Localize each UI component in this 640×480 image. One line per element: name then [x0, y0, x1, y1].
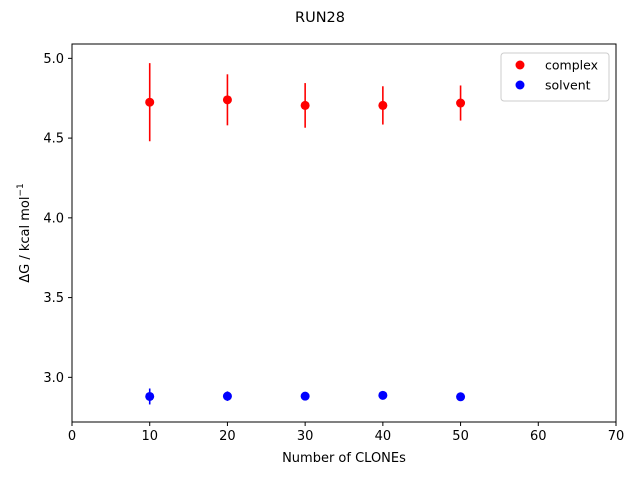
- plot-area: [71, 43, 617, 423]
- y-axis-label-superscript: −1: [16, 183, 26, 196]
- y-tick-label: 3.0: [43, 371, 64, 386]
- complex-point: [456, 98, 466, 108]
- y-axis: 3.0 3.5 4.0 4.5 5.0: [43, 52, 72, 386]
- series-layer: [145, 63, 466, 405]
- legend-frame: [500, 52, 610, 102]
- solvent-point: [145, 391, 155, 401]
- solvent-point: [300, 391, 310, 401]
- complex-point: [222, 95, 232, 105]
- chart-title: RUN28: [295, 10, 345, 26]
- x-axis: 0 10 20 30 40 50 60 70: [68, 422, 624, 444]
- complex-point: [145, 97, 155, 107]
- series-solvent: [145, 388, 466, 405]
- solvent-point: [222, 391, 232, 401]
- legend-marker-solvent: [515, 80, 525, 90]
- y-tick-label: 5.0: [43, 52, 64, 67]
- legend: complex solvent: [500, 52, 610, 102]
- complex-point: [378, 100, 388, 110]
- x-tick-label: 0: [68, 429, 76, 444]
- series-complex: [145, 63, 466, 142]
- x-tick-label: 50: [452, 429, 469, 444]
- x-axis-label: Number of CLONEs: [282, 451, 406, 466]
- x-tick-label: 20: [219, 429, 236, 444]
- x-tick-label: 60: [530, 429, 547, 444]
- complex-point: [300, 100, 310, 110]
- y-axis-label-main: ΔG / kcal mol: [18, 197, 33, 283]
- y-axis-label: ΔG / kcal mol−1: [16, 183, 33, 283]
- legend-marker-complex: [515, 60, 525, 70]
- solvent-point: [378, 390, 388, 400]
- y-tick-label: 4.5: [43, 132, 64, 147]
- x-tick-label: 70: [608, 429, 625, 444]
- y-tick-label: 3.5: [43, 291, 64, 306]
- x-tick-label: 10: [141, 429, 158, 444]
- legend-label-solvent: solvent: [545, 78, 591, 93]
- y-tick-label: 4.0: [43, 211, 64, 226]
- x-tick-label: 40: [375, 429, 392, 444]
- solvent-point: [456, 392, 466, 402]
- x-tick-label: 30: [297, 429, 314, 444]
- legend-label-complex: complex: [545, 58, 598, 73]
